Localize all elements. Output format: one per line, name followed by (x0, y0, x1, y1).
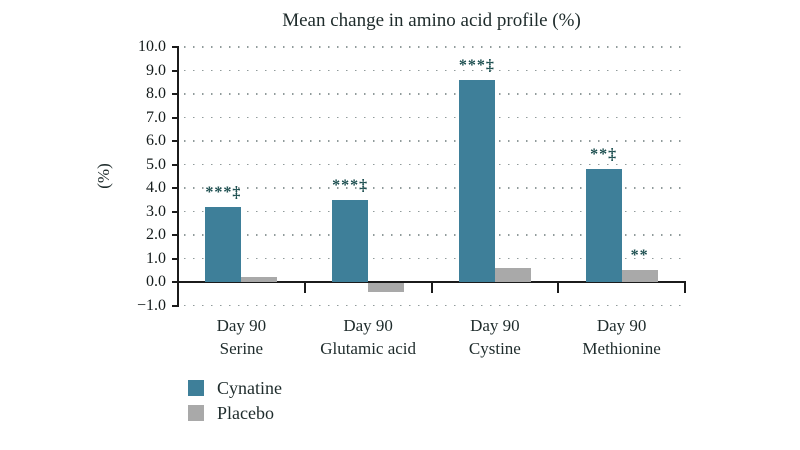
bar-cynatine-0 (205, 206, 242, 282)
gridline (184, 257, 685, 260)
y-tick-label: 1.0 (146, 249, 166, 267)
y-axis-tick (172, 46, 178, 48)
legend-label-cynatine: Cynatine (217, 377, 282, 398)
chart-title: Mean change in amino acid profile (%) (282, 10, 581, 31)
y-axis-tick (172, 210, 178, 213)
bar-cynatine-3 (585, 169, 622, 282)
legend-item-placebo: Placebo (188, 402, 282, 423)
bar-placebo-0 (241, 277, 278, 282)
significance-annotation: ***‡ (332, 176, 369, 194)
y-tick-label: 10.0 (138, 38, 166, 55)
bar-placebo-1 (368, 283, 405, 293)
x-category-line: Day 90 (216, 316, 267, 335)
y-tick-label: 6.0 (146, 132, 166, 149)
y-axis-tick (172, 187, 178, 189)
gridline (184, 116, 685, 119)
y-axis-tick (172, 257, 178, 260)
gridline (184, 46, 685, 48)
y-tick-label: 5.0 (146, 155, 166, 173)
y-axis-tick (172, 281, 178, 283)
gridline (184, 304, 685, 307)
y-tick-label: 9.0 (146, 61, 166, 79)
legend: Cynatine Placebo (188, 377, 282, 423)
x-category-label: Day 90 Methionine (542, 314, 702, 360)
x-category-line: Day 90 (596, 316, 647, 335)
gridline (184, 93, 685, 95)
y-tick-label: 4.0 (146, 179, 166, 196)
x-category-line: Day 90 (343, 316, 393, 335)
gridline (184, 69, 685, 72)
y-tick-label: 3.0 (146, 202, 166, 220)
legend-label-placebo: Placebo (217, 402, 274, 423)
legend-swatch-cynatine (188, 380, 204, 396)
bar-placebo-2 (494, 267, 531, 282)
legend-item-cynatine: Cynatine (188, 377, 282, 398)
significance-annotation: ***‡ (205, 183, 242, 201)
gridline (184, 140, 685, 142)
x-category-line: Methionine (582, 339, 661, 358)
significance-annotation: **‡ (590, 146, 618, 164)
y-axis-tick (172, 304, 178, 307)
y-axis-tick (172, 69, 178, 72)
y-tick-label: 8.0 (146, 85, 166, 102)
y-tick-label: 7.0 (146, 108, 166, 126)
y-axis-tick (172, 140, 178, 142)
gridline (184, 187, 685, 189)
x-category-line: Glutamic acid (320, 339, 417, 358)
y-tick-label: 0.0 (146, 273, 166, 290)
significance-annotation: ** (630, 247, 649, 265)
gridline (184, 163, 685, 166)
bar-placebo-3 (621, 270, 658, 282)
x-category-line: Day 90 (470, 316, 520, 335)
x-category-line: Cystine (468, 339, 521, 358)
y-axis-line (177, 46, 179, 307)
x-category-label: Day 90 Serine (161, 314, 321, 360)
bar-cynatine-2 (458, 79, 495, 282)
x-axis-tick (303, 282, 306, 293)
y-axis-tick (172, 116, 178, 119)
x-category-label: Day 90 Cystine (415, 314, 575, 360)
x-category-label: Day 90 Glutamic acid (288, 314, 448, 360)
bar-cynatine-1 (332, 199, 369, 282)
x-category-line: Serine (219, 339, 264, 358)
significance-annotation: ***‡ (458, 56, 495, 74)
y-tick-label: 2.0 (146, 226, 166, 243)
y-axis-tick (172, 234, 178, 236)
y-tick-label: −1.0 (136, 296, 166, 314)
x-axis-tick (684, 282, 686, 293)
x-axis-tick (557, 282, 560, 293)
y-axis-tick (172, 93, 178, 95)
x-axis-tick (430, 282, 433, 293)
y-axis-tick (172, 163, 178, 166)
gridline (184, 234, 685, 236)
gridline (184, 210, 685, 213)
legend-swatch-placebo (188, 405, 204, 421)
